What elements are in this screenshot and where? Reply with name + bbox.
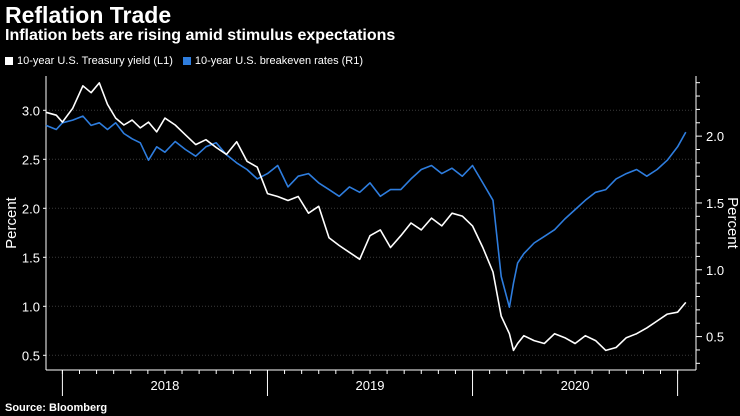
series-line-treasury-yield: [45, 82, 687, 352]
left-tick-label-2: 1.5: [22, 250, 40, 265]
legend-item-treasury: 10-year U.S. Treasury yield (L1): [5, 55, 173, 67]
legend: 10-year U.S. Treasury yield (L1) 10-year…: [5, 55, 373, 67]
left-tick-label-1: 1.0: [22, 299, 40, 314]
chart-title: Reflation Trade: [5, 2, 172, 28]
x-tick-label-2020: 2020: [561, 378, 590, 393]
x-tick-label-2019: 2019: [356, 378, 385, 393]
right-tick-label-2: 1.5: [706, 196, 724, 211]
right-axis-title: Percent: [724, 197, 740, 250]
legend-item-breakeven: 10-year U.S. breakeven rates (R1): [182, 55, 364, 67]
left-axis-title: Percent: [3, 196, 20, 249]
left-tick-label-4: 2.5: [22, 152, 40, 167]
right-tick-label-0: 0.5: [706, 330, 724, 345]
right-tick-label-3: 2.0: [706, 129, 724, 144]
series-line-breakeven-rates: [45, 115, 687, 308]
legend-swatch-breakeven: [182, 57, 191, 65]
left-tick-label-3: 2.0: [22, 201, 40, 216]
left-tick-label-0: 0.5: [22, 348, 40, 363]
legend-swatch-treasury: [5, 57, 13, 65]
legend-label-treasury: 10-year U.S. Treasury yield (L1): [17, 55, 173, 67]
x-tick-label-2018: 2018: [150, 378, 179, 393]
right-tick-label-1: 1.0: [706, 263, 724, 278]
left-tick-label-5: 3.0: [22, 103, 40, 118]
chart-subtitle: Inflation bets are rising amid stimulus …: [5, 27, 396, 44]
legend-label-breakeven: 10-year U.S. breakeven rates (R1): [194, 55, 364, 67]
source-note: Source: Bloomberg: [5, 402, 108, 414]
